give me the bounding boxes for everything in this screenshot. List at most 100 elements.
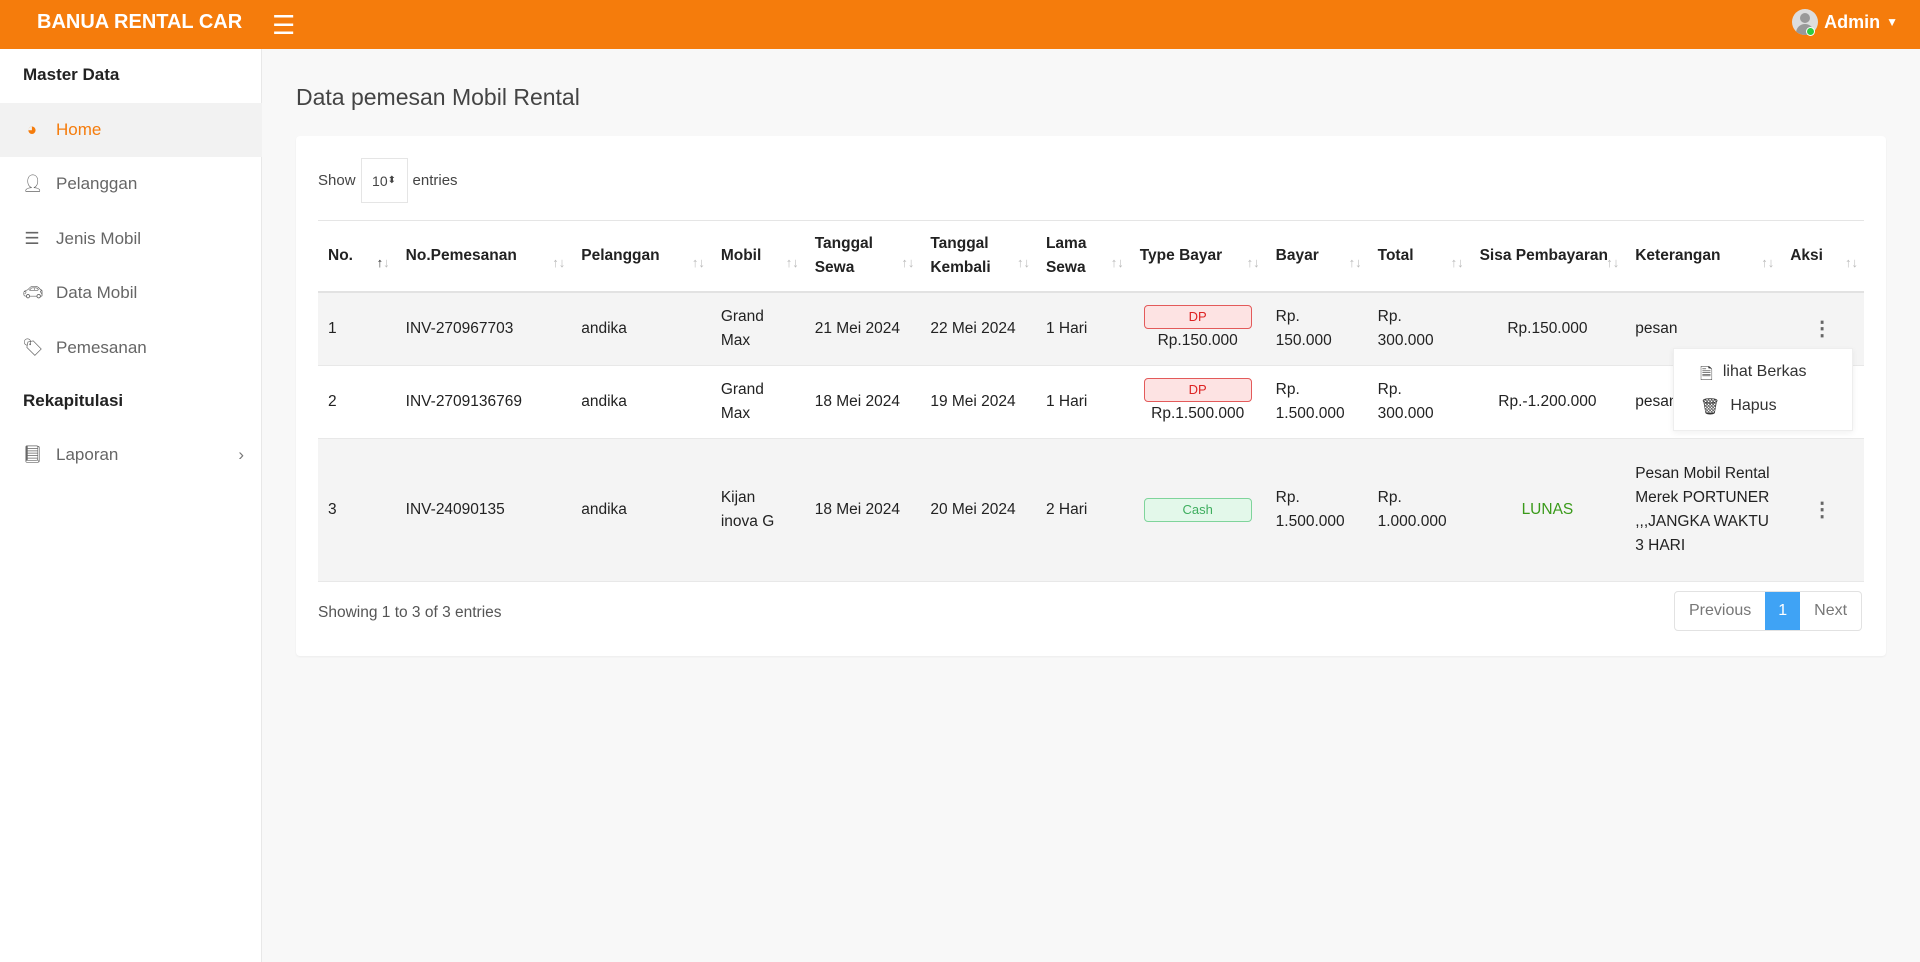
cell-no: 2 [318,365,396,439]
sidebar-item-pemesanan[interactable]: 🏷︎ Pemesanan [0,321,262,375]
column-header-label: Tanggal Kembali [930,234,991,276]
cell-type-bayar: DP Rp.1.500.000 [1129,365,1266,439]
cell-total: Rp. 1.000.000 [1367,438,1470,582]
column-header[interactable]: Pelanggan ↑↓ [571,220,711,293]
column-header-label: Pelanggan [581,246,660,264]
column-header[interactable]: Keterangan ↑↓ [1625,220,1781,293]
column-header[interactable]: No.Pemesanan ↑↓ [395,220,572,293]
cell-keterangan: Pesan Mobil Rental Merek PORTUNER ,,,JAN… [1625,438,1781,582]
action-dropdown-menu: 🗎 lihat Berkas 🗑︎ Hapus [1673,348,1853,431]
cell-mobil: Kijan inova G [710,438,805,582]
sidebar-item-label: Laporan [56,445,119,464]
sort-icon: ↑↓ [1016,254,1030,270]
sidebar-item-label: Jenis Mobil [56,229,142,248]
book-icon: 📘︎ [22,445,44,464]
sidebar: Master Data ◕ Home 👤︎ Pelanggan ☰ Jenis Mob… [0,49,262,962]
column-header[interactable]: Mobil ↑↓ [710,220,805,293]
user-menu[interactable]: Admin ▼ [1792,9,1898,35]
sidebar-item-label: Data Mobil [56,283,138,302]
table-info: Showing 1 to 3 of 3 entries [318,604,502,621]
sidebar-item-pelanggan[interactable]: 👤︎ Pelanggan [0,157,262,211]
page-title: Data pemesan Mobil Rental [296,84,580,110]
tag-icon: 🏷︎ [22,338,44,357]
list-icon: ☰ [24,229,40,248]
column-header-label: Bayar [1275,246,1319,264]
sort-icon: ↑↓ [785,254,799,270]
payment-type-badge: DP [1143,304,1252,329]
cell-total: Rp. 300.000 [1367,365,1470,439]
column-header[interactable]: No. ↑↓ [318,220,396,293]
keterangan-text: pesan [1635,393,1678,410]
keterangan-text: pesan [1635,319,1678,337]
cell-invoice: INV-270967703 [395,291,572,366]
column-header-label: Type Bayar [1139,246,1223,264]
cell-lama-sewa: 2 Hari [1035,438,1130,582]
type-amount: Rp.1.500.000 [1151,405,1245,422]
column-header-label: Tanggal Sewa [814,234,873,276]
menu-item-lihat-berkas[interactable]: 🗎 lihat Berkas [1700,363,1806,390]
keterangan-text: Pesan Mobil Rental Merek PORTUNER ,,,JAN… [1635,465,1770,554]
column-header-label: No. [328,246,353,264]
mobil-text: Kijan inova G [720,489,775,530]
cell-lama-sewa: 1 Hari [1035,365,1130,439]
orders-table: No. ↑↓ No.Pemesanan ↑↓ Pelanggan ↑↓ Mobil ↑↓ Tan… [318,220,1864,582]
entries-length-control: Show 10 ⬍ entries [318,158,458,203]
trash-icon: 🗑︎ [1700,399,1721,416]
sort-icon: ↑↓ [1845,254,1858,270]
select-arrows-icon: ⬍ [387,175,397,186]
column-header-label: No.Pemesanan [405,246,517,264]
cell-tanggal-sewa: 18 Mei 2024 [804,438,921,582]
car-icon: 🚗︎ [22,283,44,302]
bayar-text: Rp. 1.500.000 [1275,381,1345,422]
chevron-right-icon: › [238,445,244,464]
cell-bayar: Rp. 1.500.000 [1265,365,1368,439]
column-header-label: Keterangan [1635,246,1721,264]
cell-sisa-pembayaran: LUNAS [1469,438,1626,582]
cell-type-bayar: Cash [1129,438,1266,582]
cell-tanggal-kembali: 20 Mei 2024 [920,438,1036,582]
sidebar-item-data-mobil[interactable]: 🚗︎ Data Mobil [0,266,262,320]
menu-toggle-icon[interactable]: ☰ [272,10,296,40]
sort-icon: ↑↓ [376,254,390,270]
top-navbar: BANUA RENTAL CAR ☰ Admin ▼ [0,0,1920,49]
column-header-label: Aksi [1790,246,1823,264]
sidebar-item-label: Pemesanan [56,338,147,357]
section-rekapitulasi: Rekapitulasi [23,391,124,410]
column-header[interactable]: Tanggal Kembali ↑↓ [920,220,1036,293]
cell-lama-sewa: 1 Hari [1035,291,1130,366]
column-header-label: Lama Sewa [1045,234,1087,276]
total-text: Rp. 1.000.000 [1377,489,1447,530]
kebab-menu-icon[interactable]: ⋮ [1780,438,1864,582]
column-header[interactable]: Total ↑↓ [1367,220,1470,293]
total-text: Rp. 300.000 [1377,381,1434,422]
column-header[interactable]: Bayar ↑↓ [1265,220,1368,293]
entries-select[interactable]: 10 ⬍ [360,158,408,203]
menu-item-label: lihat Berkas [1722,363,1807,380]
sidebar-item-label: Home [56,120,102,139]
show-label: Show [318,172,356,189]
sort-icon: ↑↓ [1606,254,1620,270]
sidebar-item-laporan[interactable]: 📘︎ Laporan › [0,428,262,482]
file-icon: 🗎 [1700,366,1713,383]
avatar [1792,9,1819,35]
table-row: 1 INV-270967703 andika Grand Max 21 Mei 2024… [318,291,1864,366]
column-header[interactable]: Type Bayar ↑↓ [1129,220,1266,293]
next-button[interactable]: Next [1814,602,1848,619]
cell-pelanggan: andika [571,438,711,582]
table-row: 3 INV-24090135 andika Kijan inova G 18 Mei 2… [318,438,1864,582]
page-1-button[interactable]: 1 [1765,592,1801,630]
column-header[interactable]: Lama Sewa ↑↓ [1035,220,1130,293]
menu-item-hapus[interactable]: 🗑︎ Hapus [1700,397,1777,417]
sort-icon: ↑↓ [691,254,705,270]
column-header[interactable]: Sisa Pembayaran ↑↓ [1469,220,1626,293]
sidebar-item-home[interactable]: ◕ Home [0,103,262,157]
previous-button[interactable]: Previous [1689,602,1752,619]
sort-icon: ↑↓ [1761,254,1775,270]
sidebar-item-jenis-mobil[interactable]: ☰ Jenis Mobil [0,212,262,266]
cell-no: 3 [318,438,396,582]
bayar-text: Rp. 150.000 [1275,307,1332,349]
column-header[interactable]: Tanggal Sewa ↑↓ [804,220,921,293]
column-header[interactable]: Aksi ↑↓ [1780,220,1864,293]
brand-logo[interactable]: BANUA RENTAL CAR [37,11,243,33]
entries-label: entries [412,172,458,189]
